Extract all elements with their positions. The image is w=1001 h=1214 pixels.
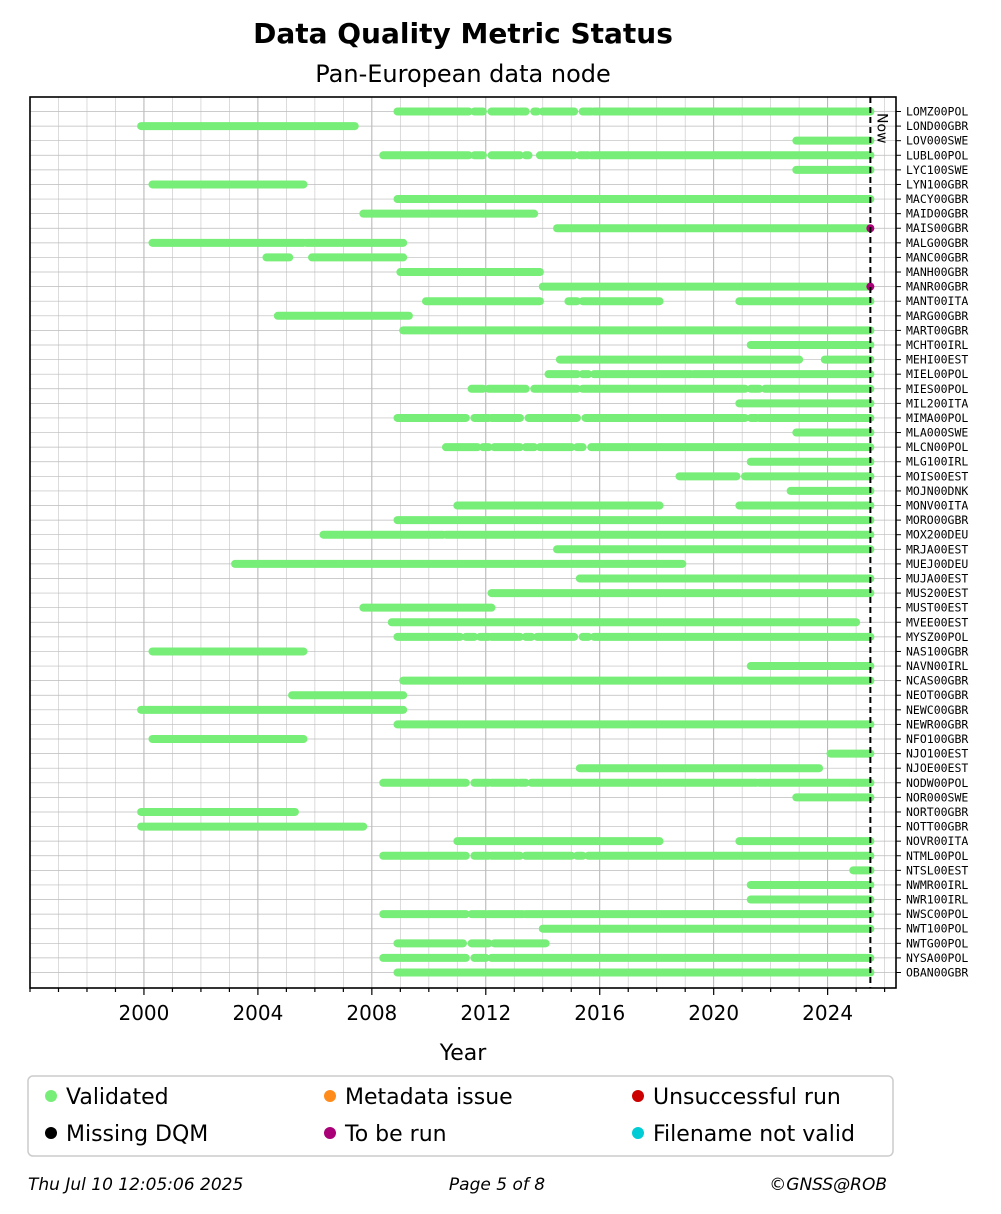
station-label: NODW00POL: [906, 776, 968, 790]
station-label: LYN100GBR: [906, 177, 968, 191]
station-label: MOIS00EST: [906, 469, 968, 483]
legend: Validated Metadata issue Unsuccessful run M…: [45, 1085, 855, 1147]
station-label: NAS100GBR: [906, 644, 968, 658]
station-label: NWSC00POL: [906, 907, 968, 921]
station-label: MANT00ITA: [906, 294, 968, 308]
station-label: MONV00ITA: [906, 499, 968, 513]
station-label: MORO00GBR: [906, 513, 968, 527]
legend-marker-unsuccessful-run: [632, 1090, 644, 1102]
legend-marker-missing-dqm: [45, 1127, 57, 1139]
x-tick-label: 2020: [688, 1001, 739, 1025]
station-label: NTSL00EST: [906, 863, 968, 877]
footer-page: Page 5 of 8: [449, 1175, 545, 1195]
station-label: NEOT00GBR: [906, 688, 968, 702]
station-label: MUST00EST: [906, 601, 968, 615]
x-tick-label: 2016: [574, 1001, 625, 1025]
legend-label-unsuccessful-run: Unsuccessful run: [653, 1085, 841, 1110]
footer-timestamp: Thu Jul 10 12:05:06 2025: [28, 1175, 243, 1195]
legend-label-validated: Validated: [66, 1085, 169, 1110]
station-label: MOX200DEU: [906, 528, 968, 542]
x-tick-label: 2008: [346, 1001, 397, 1025]
station-label: NWT100POL: [906, 922, 968, 936]
station-label: MIL200ITA: [906, 396, 968, 410]
station-label: MIEL00POL: [906, 367, 968, 381]
station-label: MAIS00GBR: [906, 221, 968, 235]
station-label: NJOE00EST: [906, 761, 968, 775]
legend-marker-metadata-issue: [324, 1090, 336, 1102]
legend-label-metadata-issue: Metadata issue: [345, 1085, 513, 1110]
station-label: NWTG00POL: [906, 936, 968, 950]
station-label: NAVN00IRL: [906, 659, 968, 673]
x-tick-label: 2012: [460, 1001, 511, 1025]
station-label: MRJA00EST: [906, 542, 968, 556]
legend-label-to-be-run: To be run: [344, 1122, 447, 1147]
station-label: MOJN00DNK: [906, 484, 968, 498]
station-label: NOTT00GBR: [906, 820, 968, 834]
station-label: NWR100IRL: [906, 893, 968, 907]
station-label: NEWC00GBR: [906, 703, 968, 717]
station-label: MUJA00EST: [906, 571, 968, 585]
legend-marker-filename-not-valid: [632, 1127, 644, 1139]
station-label: MIES00POL: [906, 382, 968, 396]
station-label: MANH00GBR: [906, 265, 968, 279]
station-label: MLCN00POL: [906, 440, 968, 454]
legend-marker-to-be-run: [324, 1127, 336, 1139]
station-label: LOV000SWE: [906, 134, 968, 148]
station-label: LUBL00POL: [906, 148, 968, 162]
station-label: MAID00GBR: [906, 207, 968, 221]
station-label: MCHT00IRL: [906, 338, 968, 352]
station-label: MALG00GBR: [906, 236, 968, 250]
station-label: LYC100SWE: [906, 163, 968, 177]
station-label: MANC00GBR: [906, 250, 968, 264]
station-label: LOMZ00POL: [906, 105, 968, 119]
station-label: MANR00GBR: [906, 280, 968, 294]
x-axis-ticks: 2000 2004 2008 2012 2016 2020 2024: [29, 988, 886, 1025]
station-label: LOND00GBR: [906, 119, 968, 133]
station-label: NFO100GBR: [906, 732, 968, 746]
station-label: NYSA00POL: [906, 951, 968, 965]
station-labels: LOMZ00POLLOND00GBRLOV000SWELUBL00POLLYC1…: [896, 105, 968, 980]
station-label: MVEE00EST: [906, 615, 968, 629]
chart-subtitle: Pan-European data node: [315, 60, 611, 88]
footer-copyright: ©GNSS@ROB: [769, 1175, 887, 1195]
legend-label-filename-not-valid: Filename not valid: [653, 1122, 855, 1147]
station-label: MEHI00EST: [906, 353, 968, 367]
now-label: Now: [873, 113, 889, 144]
station-label: MLG100IRL: [906, 455, 968, 469]
legend-box: [27, 1075, 894, 1157]
x-axis-label: Year: [439, 1041, 488, 1066]
x-tick-label: 2004: [232, 1001, 283, 1025]
station-label: NCAS00GBR: [906, 674, 968, 688]
station-label: MACY00GBR: [906, 192, 968, 206]
station-label: NJO100EST: [906, 747, 968, 761]
station-label: MUS200EST: [906, 586, 968, 600]
data-segments: [137, 107, 875, 977]
station-label: NEWR00GBR: [906, 717, 968, 731]
station-label: OBAN00GBR: [906, 966, 968, 980]
plot-frame: [29, 96, 897, 989]
x-tick-label: 2000: [118, 1001, 169, 1025]
station-label: NTML00POL: [906, 849, 968, 863]
station-label: NWMR00IRL: [906, 878, 968, 892]
station-label: MUEJ00DEU: [906, 557, 968, 571]
legend-label-missing-dqm: Missing DQM: [66, 1122, 208, 1147]
station-label: MIMA00POL: [906, 411, 968, 425]
station-label: NORT00GBR: [906, 805, 968, 819]
station-label: MYSZ00POL: [906, 630, 968, 644]
station-label: MLA000SWE: [906, 426, 968, 440]
station-label: MARG00GBR: [906, 309, 968, 323]
station-label: MART00GBR: [906, 323, 968, 337]
marker-to-be-run: [866, 282, 875, 291]
x-tick-label: 2024: [802, 1001, 853, 1025]
legend-marker-validated: [45, 1090, 57, 1102]
station-label: NOVR00ITA: [906, 834, 968, 848]
now-marker: Now: [869, 97, 889, 988]
station-label: NOR000SWE: [906, 790, 968, 804]
chart-title: Data Quality Metric Status: [253, 17, 673, 50]
